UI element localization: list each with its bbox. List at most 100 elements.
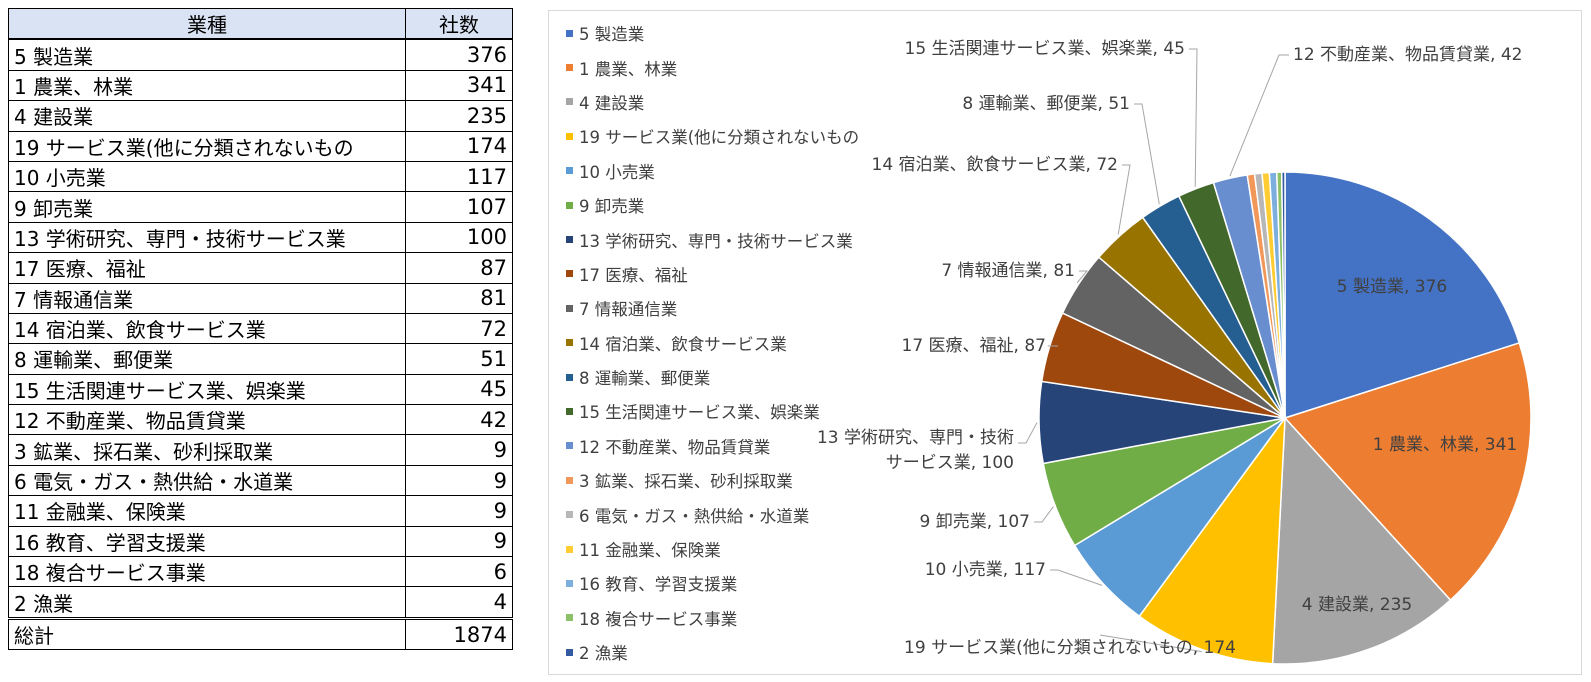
row-category: 15 生活関連サービス業、娯楽業 <box>8 373 406 406</box>
legend-swatch <box>566 304 573 312</box>
legend-label: 16 教育、学習支援業 <box>579 575 738 595</box>
legend-item: 13 学術研究、専門・技術サービス業 <box>566 222 859 256</box>
leader-line <box>1117 164 1131 235</box>
data-label: 10 小売業, 117 <box>925 560 1046 580</box>
table-row: 19 サービス業(他に分類されないもの 174 <box>8 130 513 162</box>
legend-label: 8 運輸業、郵便業 <box>579 369 711 389</box>
legend-swatch <box>566 167 573 175</box>
table-row: 4 建設業 235 <box>8 100 513 132</box>
legend-swatch <box>566 407 573 415</box>
table-row: 7 情報通信業 81 <box>8 282 513 314</box>
legend-label: 17 医療、福祉 <box>579 265 688 285</box>
data-label: 7 情報通信業, 81 <box>941 261 1075 281</box>
column-header-count: 社数 <box>405 8 513 41</box>
legend-swatch <box>566 98 573 106</box>
row-count: 9 <box>405 525 513 558</box>
table-row: 16 教育、学習支援業 9 <box>8 525 513 558</box>
legend-swatch <box>566 373 573 381</box>
table-row: 10 小売業 117 <box>8 160 513 193</box>
legend-swatch <box>566 442 573 450</box>
row-category: 3 鉱業、採石業、砂利採取業 <box>8 434 406 466</box>
row-count: 174 <box>405 130 513 162</box>
row-count: 4 <box>405 586 513 619</box>
row-category: 18 複合サービス事業 <box>8 556 406 588</box>
row-count: 235 <box>405 100 513 132</box>
table-header-row: 業種 社数 <box>8 8 513 41</box>
legend-label: 14 宿泊業、飲食サービス業 <box>579 334 787 354</box>
legend-label: 11 金融業、保険業 <box>579 541 721 561</box>
row-category: 11 金融業、保険業 <box>8 495 406 527</box>
table-row: 13 学術研究、専門・技術サービス業 100 <box>8 221 513 254</box>
legend-label: 12 不動産業、物品賃貸業 <box>579 437 771 457</box>
legend-swatch <box>566 545 573 553</box>
row-count: 100 <box>405 221 513 254</box>
industry-count-table: 業種 社数 5 製造業 376 1 農業、林業 341 4 建設業 235 19 サービス業… <box>8 8 513 651</box>
legend-swatch <box>566 614 573 622</box>
leader-line <box>1229 54 1289 177</box>
table-row: 6 電気・ガス・熱供給・水道業 9 <box>8 464 513 497</box>
data-label: 12 不動産業、物品賃貸業, 42 <box>1293 45 1522 65</box>
legend-item: 18 複合サービス事業 <box>566 601 859 635</box>
legend-item: 17 医療、福祉 <box>566 257 859 291</box>
legend-item: 9 卸売業 <box>566 188 859 222</box>
table-row: 2 漁業 4 <box>8 586 513 619</box>
legend-item: 16 教育、学習支援業 <box>566 566 859 600</box>
row-category: 2 漁業 <box>8 586 406 619</box>
row-category: 7 情報通信業 <box>8 282 406 314</box>
row-count: 6 <box>405 556 513 588</box>
leader-line <box>1189 48 1198 187</box>
data-label: 13 学術研究、専門・技術サービス業, 100 <box>817 428 1014 473</box>
data-label: 1 農業、林業, 341 <box>1373 435 1517 455</box>
legend-item: 2 漁業 <box>566 635 859 669</box>
row-category: 16 教育、学習支援業 <box>8 525 406 558</box>
column-header-category: 業種 <box>8 8 406 41</box>
data-label: 4 建設業, 235 <box>1302 595 1412 615</box>
legend-label: 19 サービス業(他に分類されないもの <box>579 128 860 148</box>
data-label: 14 宿泊業、飲食サービス業, 72 <box>872 155 1118 175</box>
table-total-row: 総計 1874 <box>8 616 513 651</box>
legend-item: 4 建設業 <box>566 85 859 119</box>
row-count: 9 <box>405 495 513 527</box>
legend-item: 8 運輸業、郵便業 <box>566 360 859 394</box>
legend-label: 3 鉱業、採石業、砂利採取業 <box>579 472 793 492</box>
legend-swatch <box>566 339 573 347</box>
legend-label: 13 学術研究、専門・技術サービス業 <box>579 231 853 251</box>
legend-label: 7 情報通信業 <box>579 300 678 320</box>
data-label: 8 運輸業、郵便業, 51 <box>962 94 1130 114</box>
data-label: 15 生活関連サービス業、娯楽業, 45 <box>905 39 1185 59</box>
row-count: 341 <box>405 69 513 102</box>
legend-swatch <box>566 579 573 587</box>
legend-item: 15 生活関連サービス業、娯楽業 <box>566 394 859 428</box>
row-count: 117 <box>405 160 513 193</box>
legend-label: 9 卸売業 <box>579 197 645 217</box>
row-category: 14 宿泊業、飲食サービス業 <box>8 312 406 345</box>
legend-item: 6 電気・ガス・熱供給・水道業 <box>566 497 859 531</box>
legend-label: 4 建設業 <box>579 93 645 113</box>
data-label: 17 医療、福祉, 87 <box>902 336 1046 356</box>
table-row: 9 卸売業 107 <box>8 191 513 223</box>
row-category: 6 電気・ガス・熱供給・水道業 <box>8 464 406 497</box>
leader-line <box>1134 103 1160 205</box>
total-value: 1874 <box>405 616 513 651</box>
legend-label: 18 複合サービス事業 <box>579 609 738 629</box>
chart-legend: 5 製造業 1 農業、林業 4 建設業 19 サービス業(他に分類されないもの 10 小… <box>566 16 859 669</box>
legend-swatch <box>566 132 573 140</box>
legend-item: 10 小売業 <box>566 154 859 188</box>
pie-slice <box>1284 171 1521 420</box>
pie-slice <box>1271 416 1452 665</box>
legend-item: 14 宿泊業、飲食サービス業 <box>566 326 859 360</box>
row-count: 107 <box>405 191 513 223</box>
legend-label: 2 漁業 <box>579 644 628 664</box>
data-label: 9 卸売業, 107 <box>920 512 1030 532</box>
legend-label: 1 農業、林業 <box>579 59 678 79</box>
legend-item: 11 金融業、保険業 <box>566 532 859 566</box>
pie-slice <box>1283 341 1532 602</box>
legend-swatch <box>566 64 573 72</box>
legend-item: 5 製造業 <box>566 16 859 50</box>
leader-line <box>1050 569 1103 586</box>
row-category: 9 卸売業 <box>8 191 406 223</box>
legend-label: 5 製造業 <box>579 25 645 45</box>
leader-line <box>1034 506 1054 523</box>
legend-swatch <box>566 270 573 278</box>
